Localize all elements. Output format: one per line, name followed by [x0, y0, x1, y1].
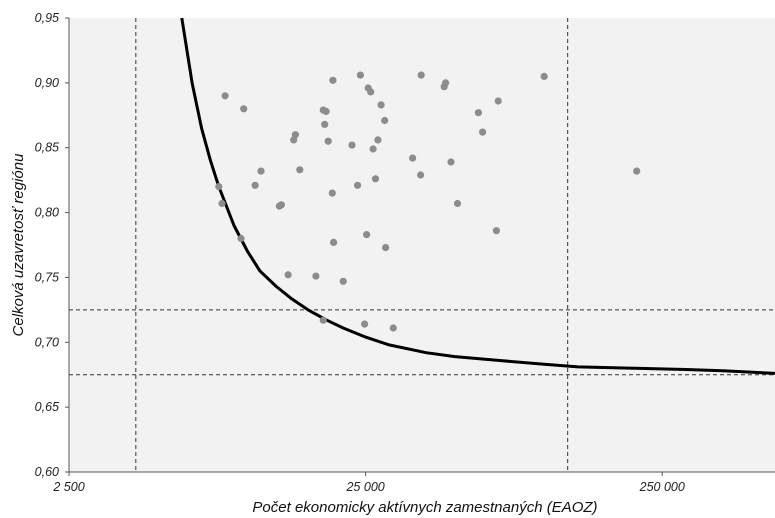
data-point-0 — [221, 92, 229, 100]
data-point-21 — [339, 277, 347, 285]
data-point-16 — [321, 120, 329, 128]
data-point-29 — [377, 101, 385, 109]
data-point-9 — [284, 271, 292, 279]
y-tick-label: 0,80 — [35, 206, 59, 220]
data-point-45 — [479, 128, 487, 136]
data-point-19 — [328, 189, 336, 197]
guide-lines — [69, 18, 775, 472]
data-point-46 — [494, 97, 502, 105]
data-point-11 — [291, 131, 299, 139]
data-point-41 — [442, 79, 450, 87]
data-point-18 — [329, 76, 337, 84]
data-point-8 — [275, 202, 283, 210]
y-tick-label: 0,65 — [35, 400, 59, 414]
data-point-4 — [237, 234, 245, 243]
data-point-3 — [218, 199, 226, 208]
data-point-38 — [417, 71, 425, 79]
data-point-20 — [330, 238, 338, 246]
data-point-43 — [453, 199, 462, 208]
data-point-5 — [251, 181, 259, 189]
data-point-32 — [354, 181, 362, 189]
data-point-1 — [240, 105, 248, 113]
x-tick-label: 250 000 — [639, 480, 685, 494]
data-point-12 — [296, 166, 304, 174]
data-points-layer — [215, 71, 641, 332]
data-point-42 — [447, 158, 455, 166]
data-point-13 — [312, 272, 320, 280]
data-point-49 — [633, 167, 641, 175]
data-point-17 — [324, 137, 332, 145]
data-point-35 — [361, 320, 369, 328]
x-axis-title: Počet ekonomicky aktívnych zamestnaných … — [252, 499, 597, 516]
y-tick-label: 0,90 — [35, 76, 59, 90]
x-tick-label: 25 000 — [345, 480, 384, 494]
data-point-2 — [215, 183, 223, 191]
y-tick-label: 0,95 — [35, 11, 59, 25]
data-point-33 — [363, 231, 371, 239]
data-point-44 — [474, 109, 482, 117]
y-tick-label: 0,85 — [35, 141, 59, 155]
data-point-34 — [382, 244, 390, 252]
x-tick-labels: 2 500 25 000 250 000 — [52, 472, 685, 494]
y-tick-label: 0,70 — [35, 335, 59, 349]
y-axis-title: Celková uzavretosť regiónu — [10, 153, 27, 337]
data-point-26 — [367, 88, 375, 96]
data-point-31 — [371, 175, 380, 183]
data-point-22 — [319, 316, 327, 324]
data-point-15 — [322, 107, 330, 115]
data-point-27 — [369, 145, 377, 153]
y-tick-label: 0,75 — [35, 270, 59, 284]
plot-area — [69, 18, 775, 472]
fitted-curve — [180, 17, 775, 375]
data-point-30 — [381, 116, 389, 125]
data-point-24 — [356, 71, 364, 79]
data-point-37 — [409, 154, 417, 162]
y-tick-labels: 0,60 0,65 0,70 0,75 0,80 0,85 0,90 0,95 — [35, 11, 69, 479]
data-point-28 — [374, 136, 382, 144]
data-point-48 — [540, 72, 548, 80]
y-tick-label: 0,60 — [35, 465, 59, 479]
data-point-36 — [389, 324, 397, 332]
fitted-curve-layer — [180, 17, 775, 375]
data-point-6 — [257, 167, 265, 175]
data-point-23 — [348, 141, 356, 149]
x-tick-label: 2 500 — [52, 480, 84, 494]
data-point-47 — [492, 227, 500, 235]
data-point-39 — [417, 171, 425, 179]
